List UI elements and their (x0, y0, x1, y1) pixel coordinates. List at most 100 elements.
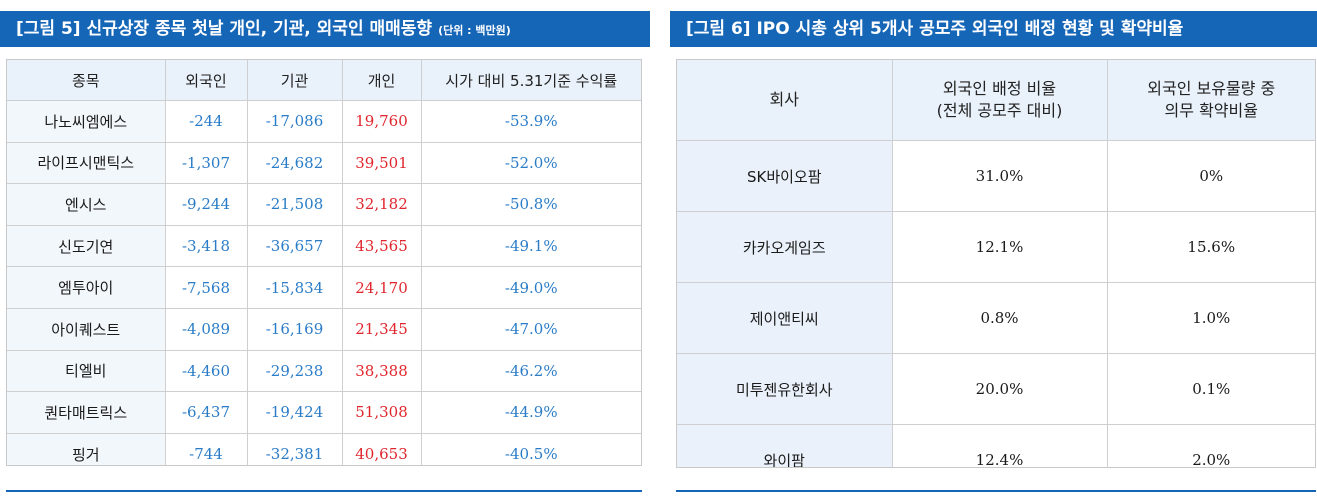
individual-value: 51,308 (342, 391, 422, 434)
table-row: 티엘비 -4,460 -29,238 38,388 -46.2% (7, 350, 641, 393)
company-name: 제이앤티씨 (677, 282, 893, 354)
stock-name: 나노씨엠에스 (7, 100, 166, 143)
foreign-value: -1,307 (165, 142, 248, 185)
column-header-company: 회사 (677, 60, 893, 141)
allocation-ratio-value: 31.0% (892, 140, 1108, 212)
institution-value: -15,834 (247, 266, 343, 309)
foreign-value: -4,460 (165, 350, 248, 393)
table-row: 엠투아이 -7,568 -15,834 24,170 -49.0% (7, 266, 641, 309)
individual-value: 32,182 (342, 183, 422, 226)
header-line: (전체 공모주 대비) (936, 101, 1063, 120)
header-line: 외국인 배정 비율 (942, 79, 1057, 98)
stock-name: 퀀타매트릭스 (7, 391, 166, 434)
company-name: 와이팜 (677, 424, 893, 467)
table-row: 라이프시맨틱스 -1,307 -24,682 39,501 -52.0% (7, 142, 641, 185)
figure-5-unit: (단위 : 백만원) (438, 24, 511, 37)
figure-6-title: [그림 6] IPO 시총 상위 5개사 공모주 외국인 배정 현황 및 확약비… (686, 19, 1184, 39)
foreign-value: -3,418 (165, 225, 248, 268)
figure-5-title: [그림 5] 신규상장 종목 첫날 개인, 기관, 외국인 매매동향 (16, 19, 433, 39)
table-row: 핑거 -744 -32,381 40,653 -40.5% (7, 433, 641, 465)
individual-value: 40,653 (342, 433, 422, 465)
header-line: 의무 확약비율 (1164, 101, 1258, 120)
stock-name: 신도기연 (7, 225, 166, 268)
institution-value: -29,238 (247, 350, 343, 393)
institution-value: -36,657 (247, 225, 343, 268)
table-row: 아이퀘스트 -4,089 -16,169 21,345 -47.0% (7, 308, 641, 351)
return-value: -47.0% (421, 308, 641, 351)
figure-5-panel: [그림 5] 신규상장 종목 첫날 개인, 기관, 외국인 매매동향 (단위 : … (0, 0, 650, 502)
table-row: 퀀타매트릭스 -6,437 -19,424 51,308 -44.9% (7, 391, 641, 434)
company-name: 미투젠유한회사 (677, 353, 893, 425)
allocation-ratio-value: 20.0% (892, 353, 1108, 425)
figure-6-title-banner: [그림 6] IPO 시총 상위 5개사 공모주 외국인 배정 현황 및 확약비… (670, 11, 1317, 47)
table-row: 엔시스 -9,244 -21,508 32,182 -50.8% (7, 183, 641, 226)
individual-value: 38,388 (342, 350, 422, 393)
return-value: -44.9% (421, 391, 641, 434)
figure-6-bottom-rule (676, 490, 1316, 492)
institution-value: -32,381 (247, 433, 343, 465)
table-row: 카카오게임즈 12.1% 15.6% (677, 211, 1315, 283)
table-row: 제이앤티씨 0.8% 1.0% (677, 282, 1315, 354)
foreign-value: -244 (165, 100, 248, 143)
stock-name: 아이퀘스트 (7, 308, 166, 351)
foreign-value: -4,089 (165, 308, 248, 351)
individual-value: 24,170 (342, 266, 422, 309)
lockup-ratio-value: 15.6% (1107, 211, 1315, 283)
individual-value: 39,501 (342, 142, 422, 185)
institution-value: -16,169 (247, 308, 343, 351)
return-value: -53.9% (421, 100, 641, 143)
foreign-value: -9,244 (165, 183, 248, 226)
individual-value: 21,345 (342, 308, 422, 351)
column-header-company-label: 회사 (769, 90, 799, 109)
foreign-value: -7,568 (165, 266, 248, 309)
allocation-ratio-value: 0.8% (892, 282, 1108, 354)
lockup-ratio-value: 0% (1107, 140, 1315, 212)
figure-5-table-frame: 종목 외국인 기관 개인 시가 대비 5.31기준 수익률 나노씨엠에스 -24… (6, 59, 642, 466)
stock-name: 라이프시맨틱스 (7, 142, 166, 185)
company-name: SK바이오팜 (677, 140, 893, 212)
stock-name: 엔시스 (7, 183, 166, 226)
column-header-individual: 개인 (342, 60, 422, 101)
institution-value: -24,682 (247, 142, 343, 185)
return-value: -50.8% (421, 183, 641, 226)
institution-value: -17,086 (247, 100, 343, 143)
foreign-value: -6,437 (165, 391, 248, 434)
company-name: 카카오게임즈 (677, 211, 893, 283)
return-value: -49.1% (421, 225, 641, 268)
stock-name: 티엘비 (7, 350, 166, 393)
return-value: -46.2% (421, 350, 641, 393)
table-row: SK바이오팜 31.0% 0% (677, 140, 1315, 212)
return-value: -49.0% (421, 266, 641, 309)
column-header-return: 시가 대비 5.31기준 수익률 (421, 60, 641, 101)
individual-value: 19,760 (342, 100, 422, 143)
allocation-ratio-value: 12.4% (892, 424, 1108, 467)
table-row: 미투젠유한회사 20.0% 0.1% (677, 353, 1315, 425)
trading-table: 종목 외국인 기관 개인 시가 대비 5.31기준 수익률 나노씨엠에스 -24… (7, 60, 641, 465)
table-row: 신도기연 -3,418 -36,657 43,565 -49.1% (7, 225, 641, 268)
figure-5-title-banner: [그림 5] 신규상장 종목 첫날 개인, 기관, 외국인 매매동향 (단위 : … (0, 11, 650, 47)
stock-name: 엠투아이 (7, 266, 166, 309)
figure-5-bottom-rule (6, 490, 642, 492)
foreign-value: -744 (165, 433, 248, 465)
allocation-ratio-value: 12.1% (892, 211, 1108, 283)
header-line: 외국인 보유물량 중 (1147, 79, 1276, 98)
lockup-ratio-value: 2.0% (1107, 424, 1315, 467)
column-header-allocation-ratio: 외국인 배정 비율 (전체 공모주 대비) (892, 60, 1108, 141)
return-value: -40.5% (421, 433, 641, 465)
figure-6-panel: [그림 6] IPO 시총 상위 5개사 공모주 외국인 배정 현황 및 확약비… (670, 0, 1317, 502)
table-row: 나노씨엠에스 -244 -17,086 19,760 -53.9% (7, 100, 641, 143)
column-header-institution: 기관 (247, 60, 343, 101)
individual-value: 43,565 (342, 225, 422, 268)
lockup-ratio-value: 1.0% (1107, 282, 1315, 354)
stock-name: 핑거 (7, 433, 166, 465)
institution-value: -21,508 (247, 183, 343, 226)
return-value: -52.0% (421, 142, 641, 185)
column-header-stock: 종목 (7, 60, 166, 101)
lockup-ratio-value: 0.1% (1107, 353, 1315, 425)
trading-table-header-row: 종목 외국인 기관 개인 시가 대비 5.31기준 수익률 (7, 60, 641, 101)
institution-value: -19,424 (247, 391, 343, 434)
